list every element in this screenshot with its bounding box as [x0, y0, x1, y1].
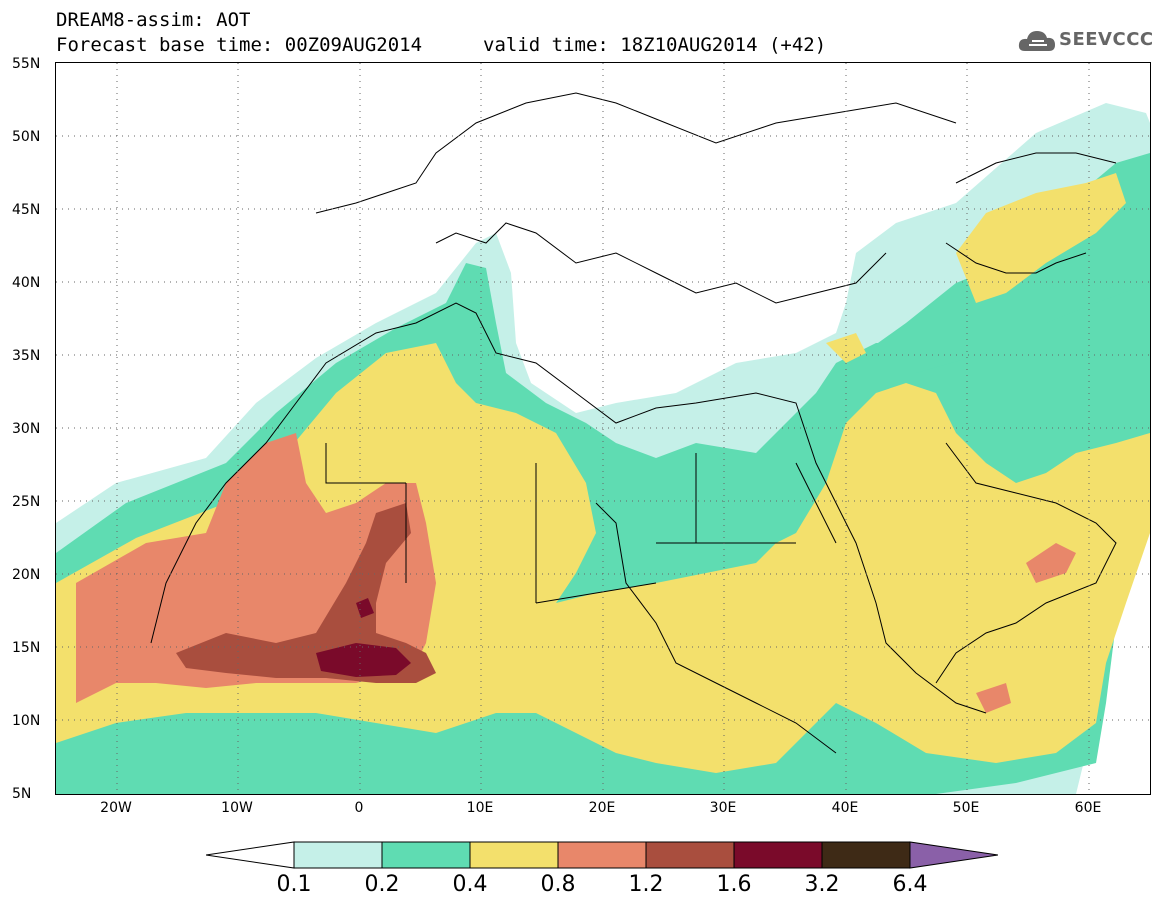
lat-label: 20N [12, 567, 41, 583]
lat-label: 30N [12, 421, 41, 437]
lat-label: 10N [12, 713, 41, 729]
colorbar-label: 0.4 [452, 872, 488, 897]
valid-time: valid time: 18Z10AUG2014 (+42) [483, 34, 827, 56]
graticule [56, 63, 1150, 794]
lon-label: 20E [588, 800, 616, 816]
colorbar-segment [206, 841, 295, 869]
lon-label: 10W [221, 800, 253, 816]
lon-label: 40E [831, 800, 859, 816]
forecast-base-time: Forecast base time: 00Z09AUG2014 [56, 34, 423, 56]
colorbar-segment [557, 841, 647, 869]
colorbar-label: 6.4 [892, 872, 928, 897]
lat-label: 40N [12, 275, 41, 291]
lat-label: 35N [12, 348, 41, 364]
lat-label: 45N [12, 202, 41, 218]
colorbar-segment [821, 841, 911, 869]
colorbar-label: 1.6 [716, 872, 752, 897]
colorbar-segment [645, 841, 735, 869]
lon-label: 10E [466, 800, 494, 816]
lat-label: 50N [12, 129, 41, 145]
aot-level-1.2 [176, 503, 436, 683]
lat-label: 5N [12, 786, 32, 802]
colorbar-segment [293, 841, 383, 869]
colorbar-label: 0.2 [364, 872, 400, 897]
lon-label: 0 [354, 800, 364, 816]
logo-text: SEEVCCC [1059, 29, 1154, 50]
aot-map [55, 62, 1151, 795]
lon-label: 60E [1074, 800, 1102, 816]
colorbar-segment [469, 841, 559, 869]
colorbar-label: 0.1 [276, 872, 312, 897]
lon-label: 20W [100, 800, 132, 816]
seevccc-logo: SEEVCCC [1017, 22, 1157, 58]
colorbar-segment [909, 841, 998, 869]
lon-label: 30E [709, 800, 737, 816]
lat-label: 25N [12, 494, 41, 510]
aot-level-1.6 [316, 598, 411, 677]
coastlines [150, 92, 1117, 754]
cloud-icon [1018, 31, 1055, 51]
colorbar-label: 3.2 [804, 872, 840, 897]
colorbar-label: 0.8 [540, 872, 576, 897]
colorbar [206, 841, 998, 869]
colorbar-segment [381, 841, 471, 869]
lon-label: 50E [952, 800, 980, 816]
chart-title: DREAM8-assim: AOT [56, 9, 251, 31]
colorbar-segment [733, 841, 823, 869]
colorbar-label: 1.2 [628, 872, 664, 897]
lat-label: 15N [12, 640, 41, 656]
lat-label: 55N [12, 56, 41, 72]
